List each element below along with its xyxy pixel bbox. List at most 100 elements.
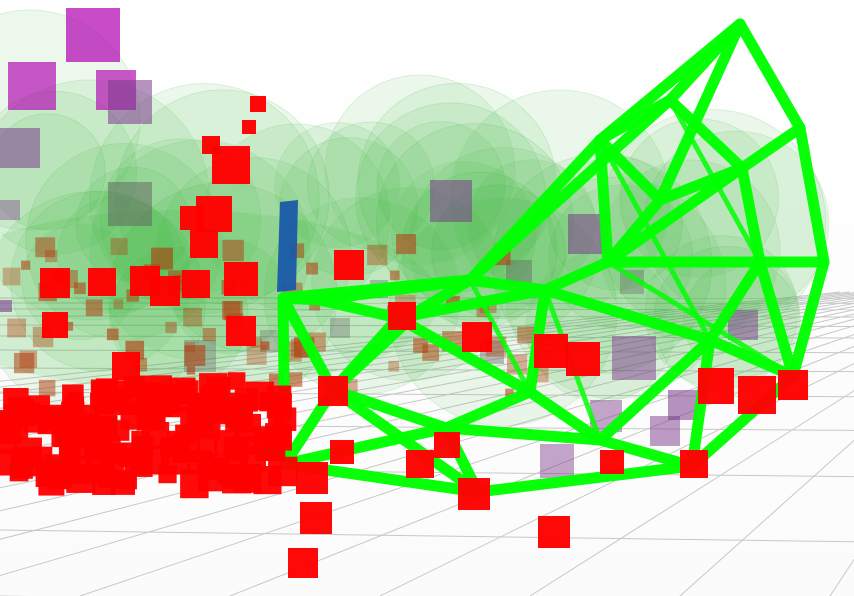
- red-cube: [88, 268, 116, 296]
- grid-line: [79, 334, 854, 596]
- far-cube: [367, 244, 388, 266]
- far-cube: [13, 352, 35, 374]
- far-cube: [35, 237, 56, 258]
- purple-cube: [66, 8, 120, 62]
- far-cube: [260, 341, 270, 351]
- hull-edge: [277, 292, 339, 396]
- far-cube: [186, 366, 196, 375]
- red-cube: [148, 384, 178, 414]
- red-cube: [227, 372, 246, 390]
- red-cube: [187, 406, 214, 433]
- far-cube: [85, 299, 103, 317]
- red-cube: [158, 465, 177, 484]
- red-cube: [538, 516, 570, 548]
- far-cube: [7, 318, 27, 338]
- far-cube: [113, 299, 124, 309]
- sphere: [274, 122, 401, 249]
- hull-edge: [734, 18, 806, 134]
- red-cube: [62, 384, 84, 407]
- red-cube: [9, 462, 29, 482]
- red-cube: [267, 426, 292, 451]
- purple-cube: [0, 300, 12, 312]
- purple-cube: [612, 336, 656, 380]
- far-cube: [19, 350, 38, 369]
- far-cube: [223, 300, 243, 321]
- red-cube: [698, 368, 734, 404]
- far-cube: [517, 326, 535, 344]
- red-cube: [566, 342, 600, 376]
- red-cube: [196, 432, 218, 454]
- grid-line: [0, 292, 854, 394]
- far-cube: [422, 344, 440, 361]
- far-cube: [110, 238, 128, 256]
- far-cube: [74, 282, 86, 295]
- far-cube: [184, 345, 206, 367]
- far-cube: [64, 321, 74, 331]
- far-cube: [396, 234, 417, 255]
- red-cube: [40, 268, 70, 298]
- purple-cube: [0, 128, 40, 168]
- purple-cube: [650, 416, 680, 446]
- hull-edge: [602, 162, 748, 268]
- grid-line: [0, 291, 851, 388]
- red-cube: [180, 206, 204, 230]
- green-convex-hull: [277, 18, 830, 498]
- grid-line: [679, 439, 854, 596]
- red-cube: [253, 466, 282, 495]
- red-cube: [105, 443, 127, 465]
- hull-edge: [539, 284, 716, 346]
- red-cube: [202, 136, 220, 154]
- red-cube: [406, 450, 434, 478]
- red-cube: [129, 457, 147, 475]
- far-cube: [2, 267, 21, 286]
- purple-cube: [0, 200, 20, 220]
- red-cube: [296, 462, 328, 494]
- red-cube: [94, 416, 118, 439]
- purple-cube: [728, 310, 758, 340]
- blue-bar-marker: [277, 200, 298, 292]
- red-cube: [225, 404, 254, 433]
- red-cube: [131, 436, 154, 459]
- hull-edge: [467, 278, 533, 394]
- red-cube: [462, 322, 492, 352]
- far-cube: [388, 360, 400, 372]
- hull-edge: [654, 18, 746, 206]
- sphere-haze: [0, 210, 440, 390]
- far-cube: [183, 307, 202, 327]
- far-cube: [165, 321, 177, 334]
- red-cube: [54, 419, 82, 448]
- red-cube: [190, 230, 218, 258]
- red-cube: [31, 446, 53, 468]
- hull-edge: [594, 334, 716, 446]
- far-cube: [222, 239, 244, 262]
- red-cube: [738, 376, 776, 414]
- background-cube-markers: [0, 8, 758, 478]
- red-cube: [112, 352, 140, 380]
- red-cube: [95, 378, 119, 402]
- red-cube: [600, 450, 624, 474]
- hull-edge: [327, 384, 452, 434]
- red-cube: [259, 392, 279, 412]
- red-cube: [224, 262, 258, 296]
- hull-edge: [794, 122, 830, 268]
- far-cube: [389, 270, 400, 281]
- red-cube: [318, 376, 348, 406]
- red-cube: [778, 370, 808, 400]
- far-cube: [246, 345, 267, 366]
- hull-edge: [686, 370, 799, 472]
- hull-edge: [440, 386, 536, 434]
- hull-edge: [787, 256, 830, 382]
- red-cube: [217, 454, 248, 485]
- hull-edge: [754, 256, 799, 382]
- hull-edge: [602, 194, 666, 268]
- red-cube: [92, 471, 116, 495]
- red-cube: [288, 548, 318, 578]
- hull-edge: [606, 259, 795, 379]
- red-cube: [268, 407, 285, 424]
- red-cube: [180, 469, 209, 499]
- red-cube: [534, 334, 568, 368]
- purple-cube: [8, 62, 56, 110]
- hull-edge: [279, 422, 452, 470]
